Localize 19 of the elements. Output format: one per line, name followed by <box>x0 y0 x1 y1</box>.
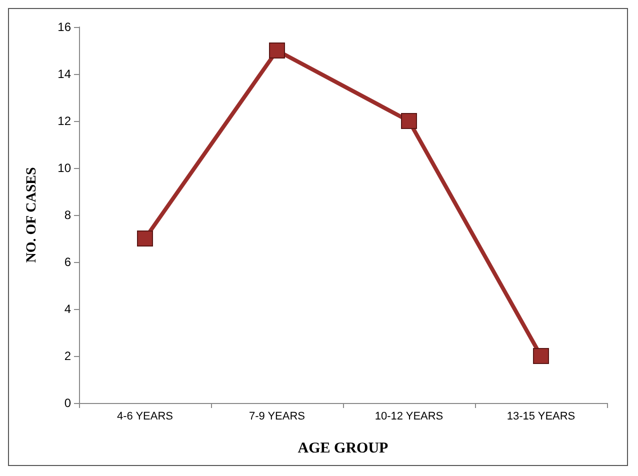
y-tick-label: 6 <box>64 255 72 269</box>
x-axis-title: AGE GROUP <box>298 440 388 456</box>
y-tick-label: 16 <box>58 20 72 34</box>
y-tick-label: 10 <box>58 161 72 175</box>
y-tick-label: 14 <box>58 67 72 81</box>
x-tick-label: 4-6 YEARS <box>116 410 174 422</box>
y-tick-label: 4 <box>64 302 72 316</box>
point <box>533 348 549 364</box>
y-tick-label: 12 <box>58 114 72 128</box>
y-tick-label: 2 <box>64 349 72 363</box>
y-axis-title: NO. OF CASES <box>24 167 40 263</box>
y-tick-label: 0 <box>64 396 72 410</box>
point <box>401 113 417 129</box>
point <box>269 42 285 58</box>
x-tick-label: 13-15 YEARS <box>506 410 576 422</box>
x-tick-label: 7-9 YEARS <box>248 410 306 422</box>
point <box>137 230 153 246</box>
x-tick-label: 10-12 YEARS <box>374 410 444 422</box>
y-tick-label: 8 <box>64 208 72 222</box>
